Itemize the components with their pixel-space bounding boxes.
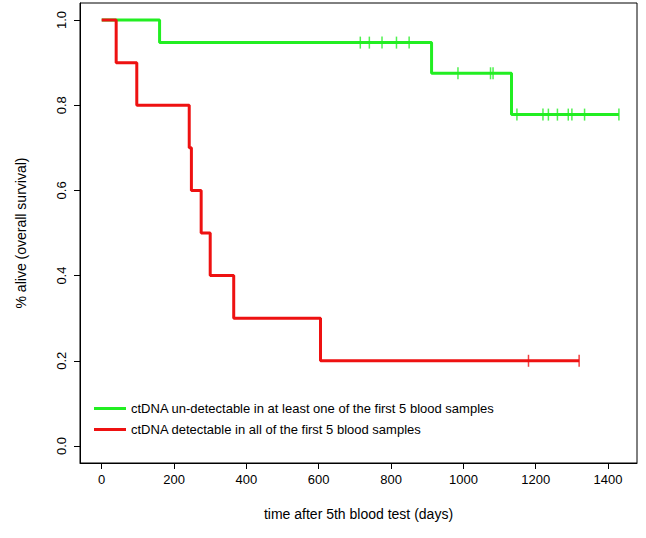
svg-text:1000: 1000 [449,472,478,487]
svg-text:0.4: 0.4 [54,267,69,285]
svg-text:ctDNA un-detectable in at leas: ctDNA un-detectable in at least one of t… [131,401,494,416]
svg-text:0.6: 0.6 [54,181,69,199]
svg-text:600: 600 [308,472,330,487]
svg-text:time after 5th blood test (day: time after 5th blood test (days) [264,506,453,522]
svg-text:0.0: 0.0 [54,437,69,455]
svg-text:ctDNA detectable in all of the: ctDNA detectable in all of the first 5 b… [131,422,421,437]
svg-text:1.0: 1.0 [54,11,69,29]
svg-text:1200: 1200 [521,472,550,487]
svg-text:200: 200 [163,472,185,487]
svg-text:% alive (overall survival): % alive (overall survival) [13,158,29,309]
svg-text:1400: 1400 [594,472,623,487]
svg-text:0.8: 0.8 [54,96,69,114]
svg-text:0: 0 [98,472,105,487]
svg-text:0.2: 0.2 [54,352,69,370]
svg-text:800: 800 [380,472,402,487]
svg-text:400: 400 [236,472,258,487]
